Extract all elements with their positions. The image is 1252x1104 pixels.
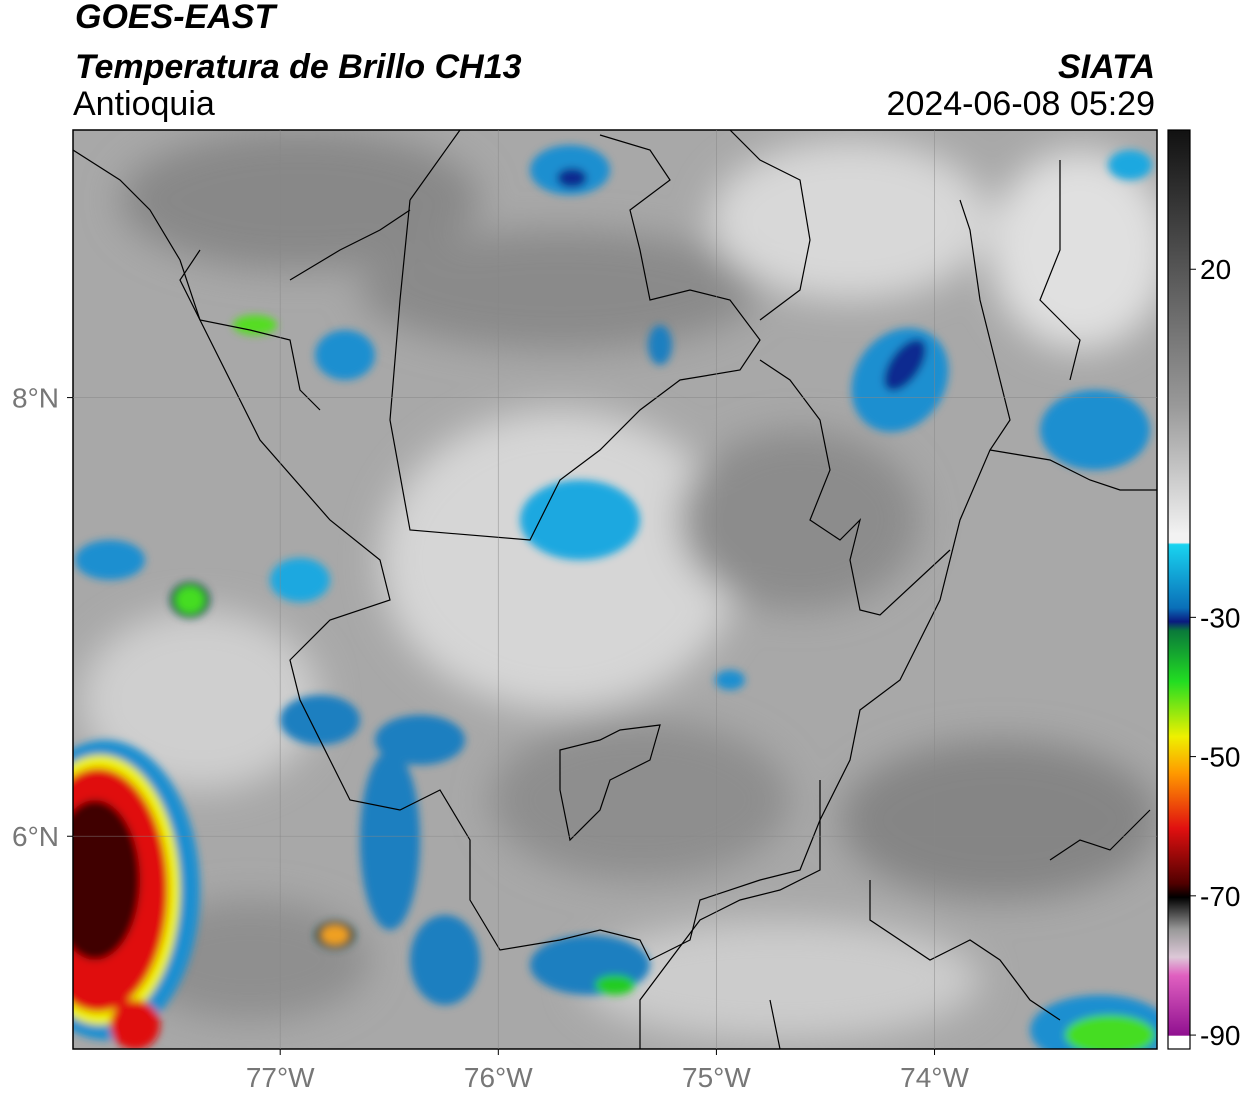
- subtitle: Temperatura de Brillo CH13: [75, 48, 522, 86]
- region: Antioquia: [73, 85, 215, 123]
- colorbar-label: -90: [1200, 1020, 1240, 1051]
- x-tick-label: 74°W: [900, 1062, 969, 1093]
- colorbar-label: -50: [1200, 742, 1240, 773]
- colorbar-label: -30: [1200, 602, 1240, 633]
- source: SIATA: [1058, 48, 1155, 86]
- colorbar: [1167, 129, 1191, 1050]
- y-tick-label: 6°N: [12, 821, 59, 852]
- map-frame: [72, 129, 1158, 1050]
- colorbar-label: -70: [1200, 881, 1240, 912]
- colorbar-label: 20: [1200, 254, 1231, 285]
- satellite-image: [73, 130, 1157, 1049]
- y-tick-label: 8°N: [12, 383, 59, 414]
- x-tick-label: 75°W: [682, 1062, 751, 1093]
- title: GOES-EAST: [75, 0, 278, 36]
- timestamp: 2024-06-08 05:29: [887, 85, 1155, 123]
- x-tick-label: 76°W: [464, 1062, 533, 1093]
- x-tick-label: 77°W: [246, 1062, 315, 1093]
